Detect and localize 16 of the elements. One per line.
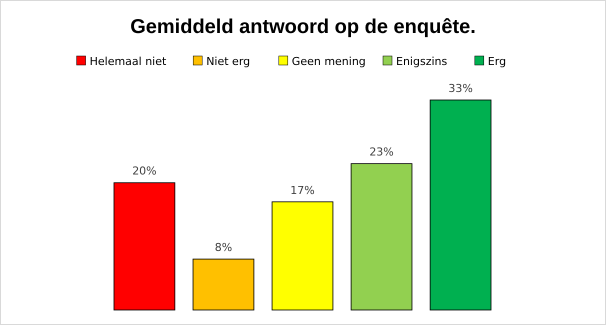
legend-label: Geen mening: [292, 55, 366, 68]
data-label: 23%: [369, 146, 394, 159]
bar: [192, 258, 254, 310]
data-label: 17%: [290, 184, 315, 197]
bar: [272, 201, 334, 310]
legend-label: Enigszins: [396, 55, 448, 68]
legend-label: Helemaal niet: [90, 55, 168, 68]
legend-label: Niet erg: [206, 55, 250, 68]
bar: [350, 163, 412, 310]
chart-title: Gemiddeld antwoord op de enquête.: [130, 16, 476, 38]
data-label: 20%: [132, 164, 157, 178]
bar: [430, 100, 492, 310]
data-label: 8%: [214, 241, 232, 254]
legend-label: Erg: [488, 55, 506, 68]
bar: [114, 182, 176, 310]
data-label: 33%: [448, 82, 473, 95]
